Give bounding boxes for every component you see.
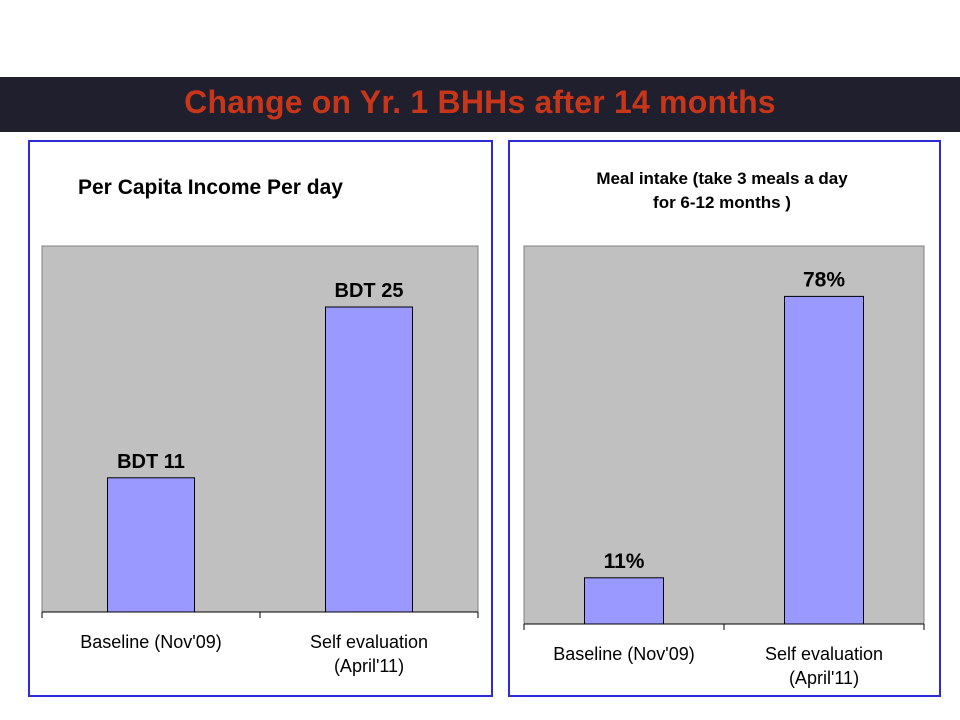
slide-title: Change on Yr. 1 BHHs after 14 months	[184, 84, 776, 120]
bar-2	[325, 306, 413, 613]
income-chart-panel: Per Capita Income Per day BDT 11 Baseline…	[28, 140, 493, 697]
category-label: (April'11)	[789, 668, 859, 688]
chart-title-line-2: for 6-12 months )	[653, 193, 791, 212]
data-label: BDT 25	[335, 280, 404, 302]
meal-chart-panel: Meal intake (take 3 meals a day for 6-12…	[508, 140, 941, 697]
category-label: Baseline (Nov'09)	[80, 632, 222, 652]
income-chart: Per Capita Income Per day BDT 11 Baseline…	[41, 176, 479, 676]
title-bar	[0, 77, 960, 132]
chart-title: Per Capita Income Per day	[78, 176, 343, 199]
data-label: 78%	[803, 268, 845, 291]
bar-2	[784, 295, 864, 625]
meal-intake-chart: Meal intake (take 3 meals a day for 6-12…	[523, 169, 925, 688]
category-label: Self evaluation	[765, 644, 883, 664]
bar-1	[584, 577, 664, 625]
data-label: 11%	[604, 550, 645, 573]
data-label: BDT 11	[117, 451, 185, 473]
category-label: Baseline (Nov'09)	[553, 644, 695, 664]
bar-1	[107, 477, 195, 613]
category-label: (April'11)	[334, 656, 404, 676]
category-label: Self evaluation	[310, 632, 428, 652]
chart-title-line-1: Meal intake (take 3 meals a day	[596, 169, 848, 188]
